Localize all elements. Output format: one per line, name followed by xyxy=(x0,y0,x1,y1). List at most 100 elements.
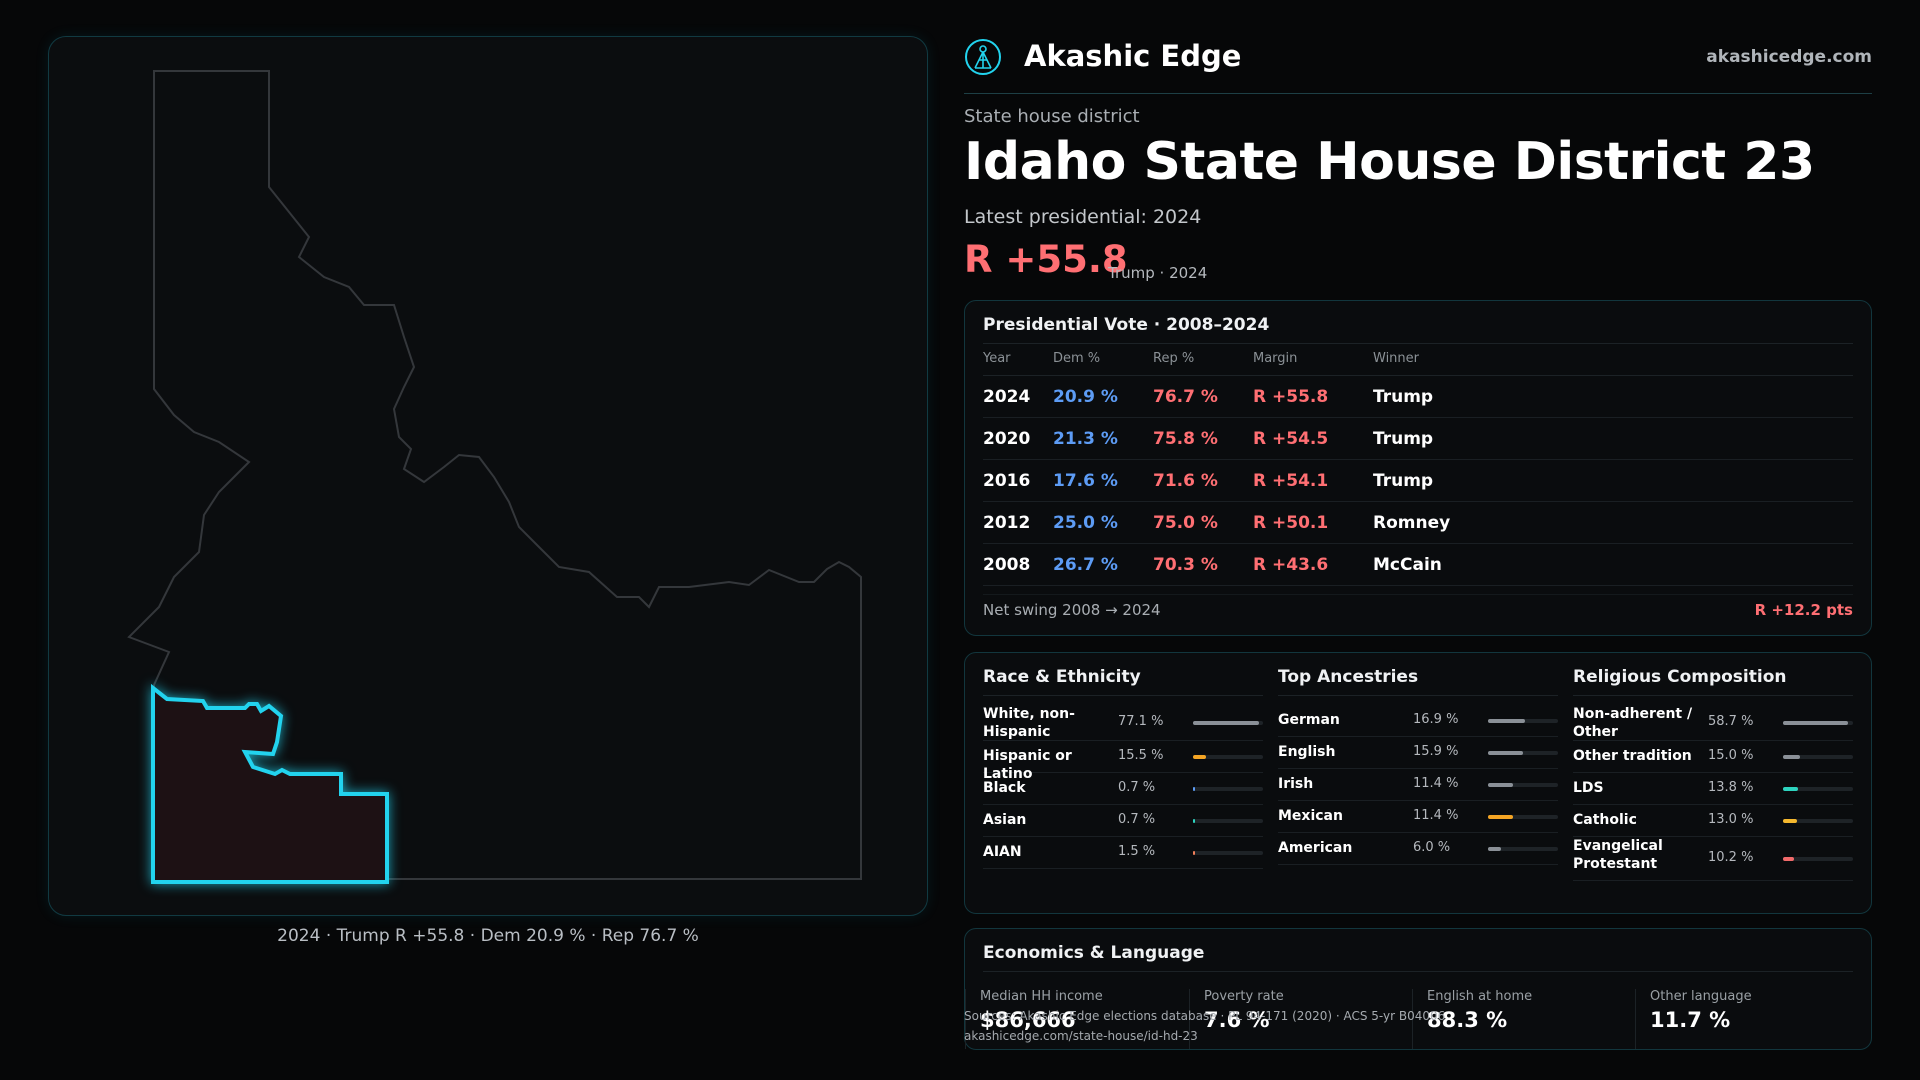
demo-pct: 10.2 % xyxy=(1708,850,1754,865)
demo-label: German xyxy=(1278,712,1340,728)
demo-row: Irish 11.4 % xyxy=(1278,769,1558,801)
latest-presidential: Latest presidential: 2024 xyxy=(964,206,1202,228)
cell-winner: Romney xyxy=(1373,513,1451,533)
demo-label: Asian xyxy=(983,812,1027,828)
brand-name[interactable]: Akashic Edge xyxy=(1024,39,1242,73)
econ-english-at-home: English at home 88.3 % xyxy=(1412,989,1617,1049)
demo-label: American xyxy=(1278,840,1353,856)
divider xyxy=(1573,695,1853,696)
demo-bar-track xyxy=(1783,721,1853,725)
economics-title: Economics & Language xyxy=(983,943,1205,963)
presidential-vote-card: Presidential Vote · 2008–2024 Year Dem %… xyxy=(964,300,1872,636)
demo-bar-track xyxy=(1783,787,1853,791)
demo-pct: 77.1 % xyxy=(1118,714,1164,729)
econ-value: 7.6 % xyxy=(1204,1008,1270,1032)
demo-bar-fill xyxy=(1783,857,1795,861)
demo-bar-track xyxy=(1193,787,1263,791)
demo-row: American 6.0 % xyxy=(1278,833,1558,865)
cell-winner: Trump xyxy=(1373,429,1434,449)
demo-pct: 0.7 % xyxy=(1118,780,1156,795)
demo-bar-track xyxy=(1488,719,1558,723)
demo-pct: 15.9 % xyxy=(1413,744,1459,759)
sources-footer: Sources: Akashic Edge elections database… xyxy=(964,1006,1445,1046)
cell-margin: R +54.5 xyxy=(1253,429,1329,449)
col-header-margin: Margin xyxy=(1253,351,1298,366)
demo-label: Evangelical Protestant xyxy=(1573,838,1663,872)
cell-rep: 75.8 % xyxy=(1153,429,1218,449)
top-ancestries-title: Top Ancestries xyxy=(1278,667,1419,687)
demo-pct: 1.5 % xyxy=(1118,844,1156,859)
demo-row: White, non-Hispanic 77.1 % xyxy=(983,705,1263,741)
sources-text: Sources: Akashic Edge elections database… xyxy=(964,1009,1446,1023)
demo-bar-track xyxy=(1193,851,1263,855)
demo-row: LDS 13.8 % xyxy=(1573,773,1853,805)
econ-median-income: Median HH income $86,666 xyxy=(965,989,1170,1049)
divider xyxy=(983,695,1263,696)
akashic-edge-logo-icon[interactable] xyxy=(964,38,1002,76)
econ-label: English at home xyxy=(1427,989,1533,1004)
source-url-link[interactable]: akashicedge.com/state-house/id-hd-23 xyxy=(964,1029,1198,1043)
demo-label: Non-adherent / Other xyxy=(1573,706,1693,740)
demo-row: Other tradition 15.0 % xyxy=(1573,741,1853,773)
demo-bar-fill xyxy=(1193,787,1195,791)
economics-card: Economics & Language Median HH income $8… xyxy=(964,928,1872,1050)
district-map xyxy=(48,36,928,916)
divider xyxy=(983,343,1853,344)
demo-label: Other tradition xyxy=(1573,748,1692,764)
demo-bar-track xyxy=(1193,819,1263,823)
header: Akashic Edge akashicedge.com xyxy=(964,34,1872,94)
demo-row: Non-adherent / Other 58.7 % xyxy=(1573,705,1853,741)
divider xyxy=(983,594,1853,595)
cell-dem: 26.7 % xyxy=(1053,555,1118,575)
demo-label: Irish xyxy=(1278,776,1314,792)
demo-pct: 0.7 % xyxy=(1118,812,1156,827)
district-23-boundary xyxy=(151,683,389,884)
cell-margin: R +54.1 xyxy=(1253,471,1329,491)
demo-bar-fill xyxy=(1488,815,1514,819)
headline-margin: R +55.8 xyxy=(964,238,1128,281)
demo-bar-track xyxy=(1783,755,1853,759)
site-link[interactable]: akashicedge.com xyxy=(1706,47,1872,67)
demo-pct: 58.7 % xyxy=(1708,714,1754,729)
page-title: Idaho State House District 23 xyxy=(964,132,1815,192)
demo-bar-fill xyxy=(1193,851,1195,855)
econ-poverty-rate: Poverty rate 7.6 % xyxy=(1189,989,1394,1049)
map-caption: 2024 · Trump R +55.8 · Dem 20.9 % · Rep … xyxy=(277,926,699,946)
cell-rep: 70.3 % xyxy=(1153,555,1218,575)
cell-dem: 25.0 % xyxy=(1053,513,1118,533)
col-header-winner: Winner xyxy=(1373,351,1420,366)
demo-pct: 6.0 % xyxy=(1413,840,1451,855)
econ-label: Poverty rate xyxy=(1204,989,1284,1004)
net-swing-label: Net swing 2008 → 2024 xyxy=(983,601,1161,619)
cell-year: 2012 xyxy=(983,513,1031,533)
demo-row: English 15.9 % xyxy=(1278,737,1558,769)
cell-winner: Trump xyxy=(1373,471,1434,491)
demographics-card: Race & Ethnicity White, non-Hispanic 77.1… xyxy=(964,652,1872,914)
econ-value: 88.3 % xyxy=(1427,1008,1508,1032)
demo-bar-fill xyxy=(1783,819,1798,823)
cell-rep: 76.7 % xyxy=(1153,387,1218,407)
econ-label: Median HH income xyxy=(980,989,1103,1004)
net-swing-value: R +12.2 pts xyxy=(1754,601,1853,619)
cell-year: 2016 xyxy=(983,471,1031,491)
demo-bar-track xyxy=(1783,857,1853,861)
demo-bar-track xyxy=(1193,755,1263,759)
col-header-dem: Dem % xyxy=(1053,351,1101,366)
demo-bar-track xyxy=(1488,847,1558,851)
table-row: 2016 17.6 % 71.6 % R +54.1 Trump xyxy=(983,460,1853,502)
econ-label: Other language xyxy=(1650,989,1752,1004)
divider xyxy=(983,375,1853,376)
divider xyxy=(983,971,1853,972)
demo-bar-fill xyxy=(1193,755,1207,759)
district-kicker: State house district xyxy=(964,106,1140,127)
demo-bar-fill xyxy=(1783,721,1848,725)
demo-bar-fill xyxy=(1783,755,1800,759)
presidential-vote-title: Presidential Vote · 2008–2024 xyxy=(983,315,1270,335)
demo-bar-fill xyxy=(1488,719,1526,723)
demo-pct: 16.9 % xyxy=(1413,712,1459,727)
top-ancestries-panel: Top Ancestries German 16.9 % English 15.9 %… xyxy=(1278,653,1558,913)
demo-bar-fill xyxy=(1193,819,1195,823)
cell-year: 2008 xyxy=(983,555,1031,575)
demo-label: English xyxy=(1278,744,1336,760)
table-row: 2020 21.3 % 75.8 % R +54.5 Trump xyxy=(983,418,1853,460)
